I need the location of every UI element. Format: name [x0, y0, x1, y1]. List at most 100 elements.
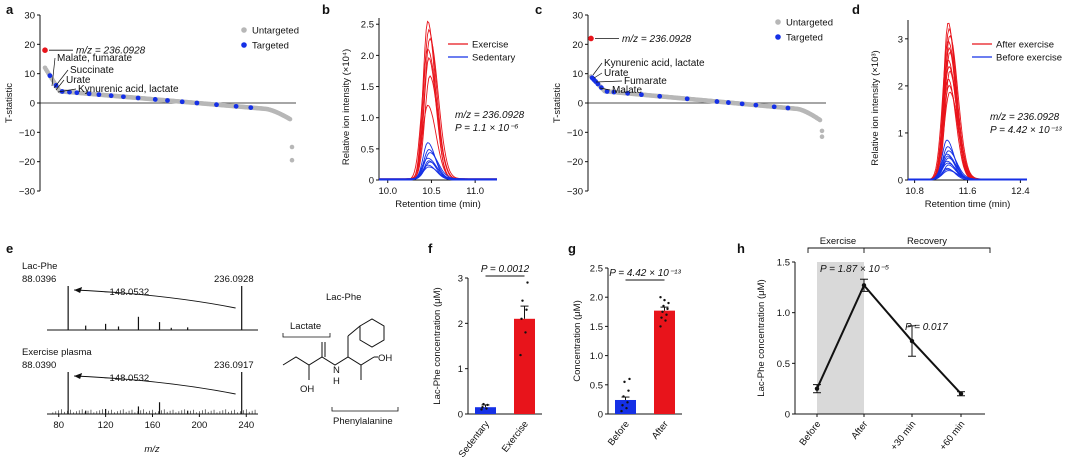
hydrogen-label: H: [333, 376, 340, 387]
panel-label-b: b: [322, 2, 330, 17]
y-tick-label: 0: [30, 99, 35, 110]
y-tick-label: 3: [458, 274, 463, 285]
highlight-label: m/z = 236.0928: [76, 46, 146, 57]
y-tick-label: −20: [19, 157, 35, 168]
data-point: [661, 310, 664, 313]
y-tick-label: −30: [19, 187, 35, 198]
fragment-mass: 88.0390: [22, 360, 56, 371]
targeted-point: [604, 89, 610, 94]
data-point: [909, 338, 915, 344]
targeted-point: [108, 93, 114, 99]
targeted-point: [714, 99, 720, 104]
highlight-point: [42, 47, 48, 53]
annotation-leader: [592, 62, 603, 76]
annotation-leader: [593, 72, 603, 79]
targeted-point: [684, 96, 690, 102]
bond: [347, 325, 361, 337]
targeted-point: [726, 100, 731, 105]
neutral-loss-arrow: [74, 289, 236, 309]
data-point: [520, 317, 523, 320]
y-axis-label: T-statistic: [552, 83, 563, 123]
data-point: [659, 296, 662, 299]
y-tick-label: 0: [785, 410, 790, 421]
data-point: [621, 404, 624, 407]
targeted-point: [248, 105, 254, 111]
data-point: [626, 401, 629, 404]
panel-label-a: a: [6, 2, 14, 17]
y-tick-label: −30: [567, 187, 583, 198]
x-tick-label: 120: [98, 420, 114, 431]
compound-label: Malate, fumarate: [57, 53, 132, 64]
targeted-point: [135, 95, 141, 101]
arrow-head: [74, 373, 83, 379]
y-axis-label: Lac-Phe concentration (μM): [756, 279, 767, 396]
data-point: [521, 299, 524, 302]
targeted-point: [233, 103, 239, 109]
x-tick-label: 10.0: [378, 186, 397, 197]
y-tick-label: 1.5: [590, 322, 603, 333]
structure-title: Lac-Phe: [326, 292, 361, 303]
legend-label: Targeted: [786, 33, 823, 44]
legend-label: Untargeted: [786, 18, 833, 29]
targeted-point: [598, 85, 604, 90]
phase-label-exercise: Exercise: [820, 236, 856, 247]
y-tick-label: 20: [24, 40, 35, 51]
p-value: P = 0.0012: [481, 264, 530, 275]
category-label: After: [849, 419, 870, 442]
targeted-point: [739, 101, 745, 107]
legend-marker: [241, 42, 247, 48]
category-label: After: [650, 419, 671, 442]
annotation-leader: [57, 88, 77, 93]
bar: [514, 318, 535, 414]
y-tick-label: 1.0: [361, 113, 374, 124]
compound-label: Urate: [604, 68, 629, 79]
y-tick-label: 1: [458, 364, 463, 375]
y-tick-label: 2.0: [361, 51, 374, 62]
y-tick-label: 1.0: [590, 351, 603, 362]
phe-bracket: [331, 407, 399, 412]
data-point: [620, 409, 623, 413]
data-point: [482, 402, 485, 406]
untargeted-point: [819, 128, 825, 134]
y-tick-label: 1.5: [361, 82, 374, 93]
y-axis-label: Relative ion intensity (×10³): [870, 50, 881, 165]
data-point: [526, 281, 529, 284]
untargeted-point: [289, 157, 295, 163]
annotation-leader: [55, 79, 65, 91]
mz-annotation: m/z = 236.0928: [990, 112, 1060, 123]
targeted-point: [625, 90, 631, 96]
y-tick-label: −10: [19, 128, 35, 139]
data-point: [662, 304, 665, 308]
phenylalanine-label: Phenylalanine: [333, 416, 393, 427]
recovery-bracket: [864, 247, 991, 253]
lactate-label: Lactate: [290, 321, 321, 332]
carbon-backbone: [282, 356, 375, 366]
targeted-point: [611, 89, 617, 95]
y-tick-label: 3: [898, 34, 903, 45]
y-tick-label: 30: [24, 11, 35, 22]
x-tick-label: 11.0: [466, 186, 484, 197]
panel-e: Lac-Phe 88.0396 236.0928 −148.0532 Exercise …: [22, 261, 399, 455]
targeted-point: [86, 91, 92, 97]
mz-annotation: m/z = 236.0928: [455, 110, 525, 121]
arrow-head: [74, 287, 83, 293]
legend-marker: [241, 27, 247, 33]
chromatogram-trace: [379, 166, 497, 180]
y-tick-label: 10: [572, 69, 583, 80]
targeted-point: [638, 92, 644, 98]
p-value: P = 4.42 × 10⁻¹³: [609, 268, 681, 279]
legend-marker: [775, 34, 781, 40]
targeted-point: [214, 102, 219, 108]
y-tick-label: −10: [567, 128, 583, 139]
y-tick-label: 0.5: [590, 380, 603, 391]
precursor-mass: 236.0917: [214, 360, 254, 371]
category-label: Before: [797, 419, 823, 448]
panel-g: 0 0.5 1.0 1.5 2.0 2.5 Concentration (μM) Before…: [572, 264, 682, 448]
spectrum-name: Lac-Phe: [22, 261, 57, 272]
untargeted-point: [819, 134, 825, 140]
targeted-point: [47, 73, 53, 79]
y-axis-label: T-statistic: [4, 83, 15, 123]
panel-label-d: d: [852, 2, 860, 17]
targeted-point: [785, 105, 791, 111]
